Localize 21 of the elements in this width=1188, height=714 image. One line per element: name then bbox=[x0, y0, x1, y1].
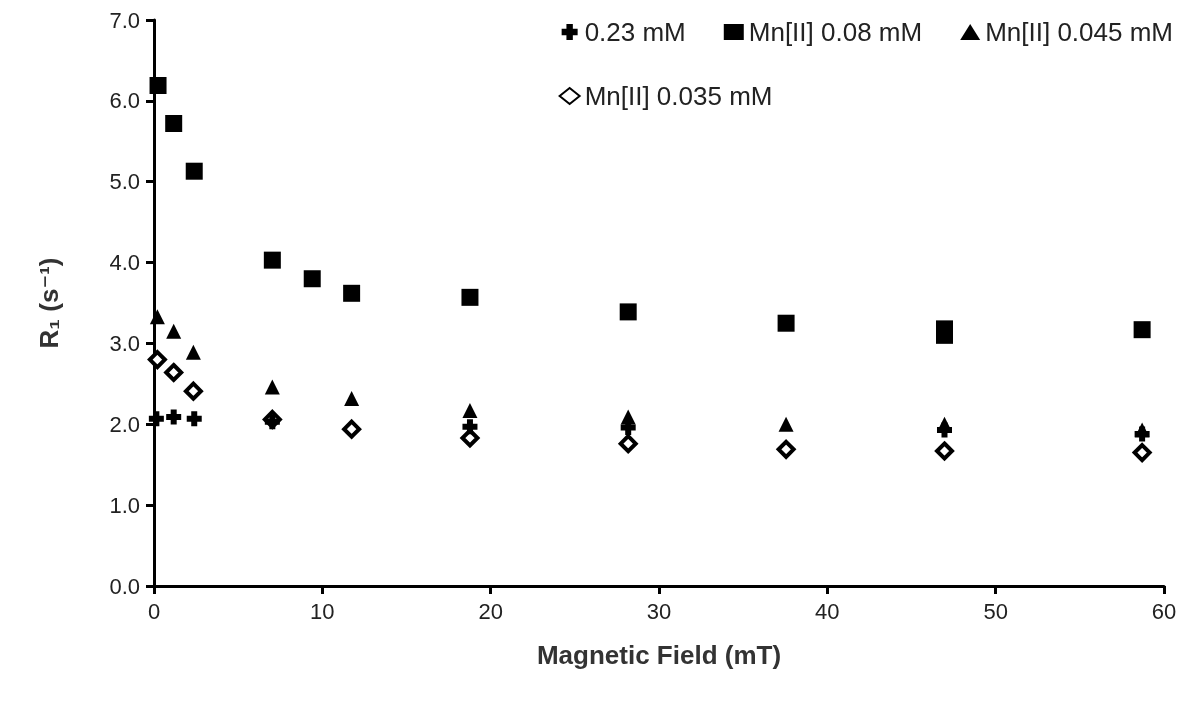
x-tick-label: 60 bbox=[1151, 598, 1177, 624]
y-tick-label: 5.0 bbox=[109, 169, 140, 195]
x-tick-label: 50 bbox=[983, 598, 1008, 624]
y-axis-title: R₁ (s⁻¹) bbox=[34, 257, 64, 349]
y-tick-label: 4.0 bbox=[109, 250, 140, 276]
y-tick-label: 3.0 bbox=[109, 330, 140, 356]
y-tick-label: 7.0 bbox=[109, 7, 140, 33]
legend-label: Mn[II] 0.035 mM bbox=[584, 81, 773, 111]
y-tick-label: 0.0 bbox=[109, 573, 140, 599]
x-tick-label: 40 bbox=[815, 598, 840, 624]
x-tick-label: 10 bbox=[310, 598, 335, 624]
x-tick-label: 30 bbox=[646, 598, 672, 624]
y-tick-label: 2.0 bbox=[109, 411, 140, 437]
legend-label: Mn[II] 0.045 mM bbox=[985, 17, 1173, 47]
x-tick-label: 0 bbox=[147, 598, 161, 624]
legend-label: Mn[II] 0.08 mM bbox=[748, 17, 923, 47]
legend-label: 0.23 mM bbox=[584, 17, 686, 47]
x-axis-title: Magnetic Field (mT) bbox=[536, 640, 782, 670]
x-tick-label: 20 bbox=[478, 598, 503, 624]
y-tick-label: 6.0 bbox=[109, 88, 140, 114]
y-tick-label: 1.0 bbox=[109, 492, 140, 518]
